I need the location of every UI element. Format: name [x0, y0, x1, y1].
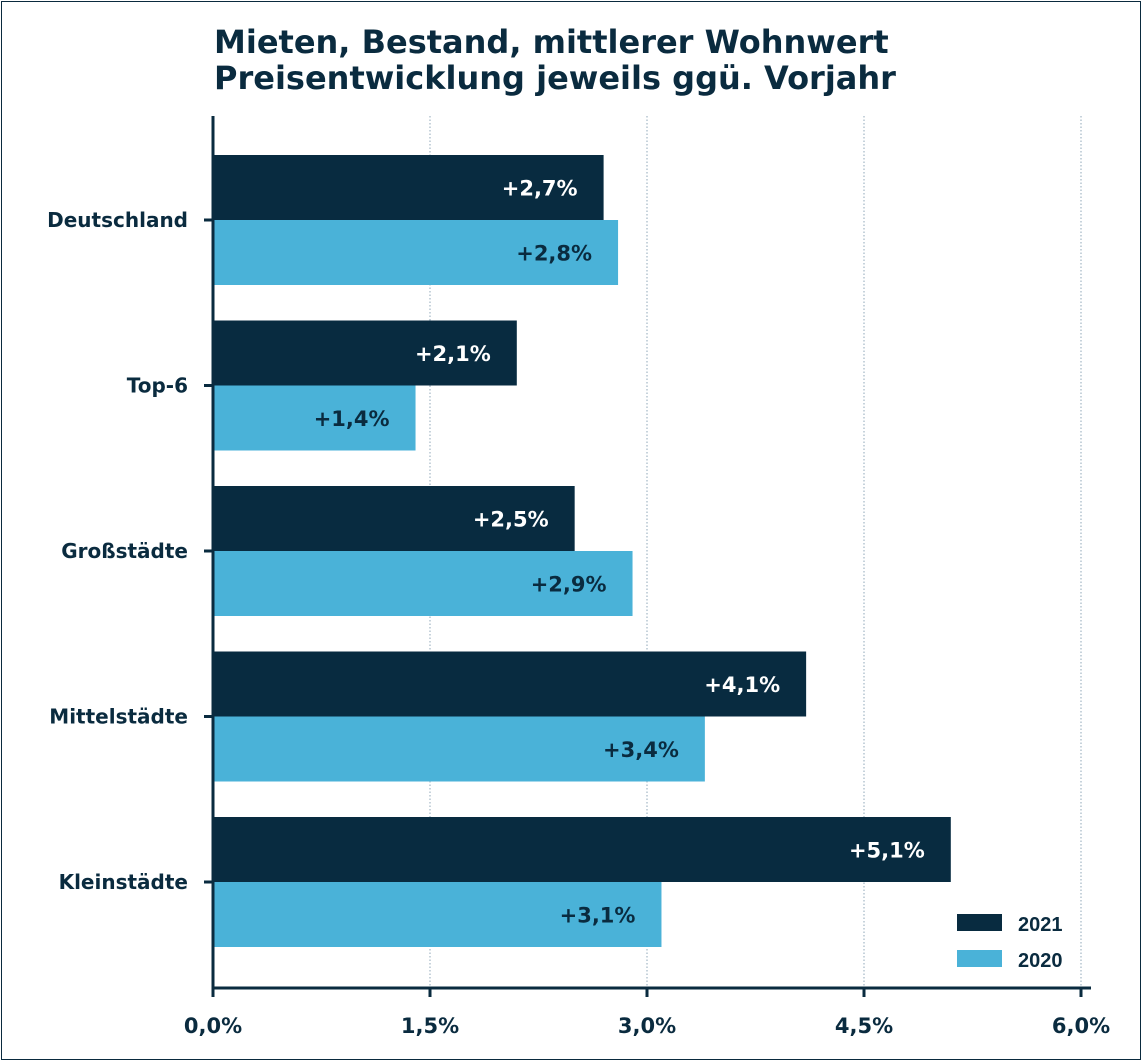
chart-title-line-2: Preisentwicklung jeweils ggü. Vorjahr — [214, 59, 896, 97]
bar-2020-4 — [213, 882, 662, 947]
legend-swatch-2021 — [957, 914, 1002, 931]
x-tick-label: 1,5% — [401, 1014, 459, 1038]
legend-label-2021: 2021 — [1018, 914, 1063, 936]
data-label: +2,5% — [473, 508, 549, 532]
x-tick-label: 6,0% — [1052, 1014, 1110, 1038]
bar-2020-1 — [213, 385, 416, 451]
bar-2021-3 — [213, 651, 807, 717]
data-label: +2,7% — [502, 177, 578, 201]
data-label: +2,1% — [415, 342, 491, 366]
category-label: Top-6 — [127, 374, 188, 398]
data-label: +2,8% — [516, 242, 592, 266]
bar-2021-0 — [213, 155, 604, 220]
data-label: +4,1% — [704, 673, 780, 697]
data-label: +5,1% — [849, 839, 925, 863]
data-label: +2,9% — [531, 573, 607, 597]
legend-swatch-2020 — [957, 950, 1002, 967]
chart-title: Mieten, Bestand, mittlerer Wohnwert Prei… — [214, 24, 1114, 96]
bar-2021-4 — [213, 817, 951, 882]
category-label: Deutschland — [47, 208, 188, 232]
x-tick-label: 0,0% — [184, 1014, 242, 1038]
data-label: +3,4% — [603, 738, 679, 762]
bar-2020-0 — [213, 220, 619, 285]
bar-2021-2 — [213, 486, 575, 551]
bar-2021-1 — [213, 320, 517, 386]
legend-label-2020: 2020 — [1018, 950, 1063, 972]
data-label: +1,4% — [314, 407, 390, 431]
bar-2020-2 — [213, 551, 633, 616]
x-tick-label: 4,5% — [835, 1014, 893, 1038]
chart-title-line-1: Mieten, Bestand, mittlerer Wohnwert — [214, 23, 889, 61]
bar-2020-3 — [213, 716, 705, 782]
category-label: Großstädte — [61, 539, 188, 563]
category-label: Kleinstädte — [59, 870, 188, 894]
data-label: +3,1% — [560, 904, 636, 928]
category-label: Mittelstädte — [49, 705, 188, 729]
x-tick-label: 3,0% — [618, 1014, 676, 1038]
